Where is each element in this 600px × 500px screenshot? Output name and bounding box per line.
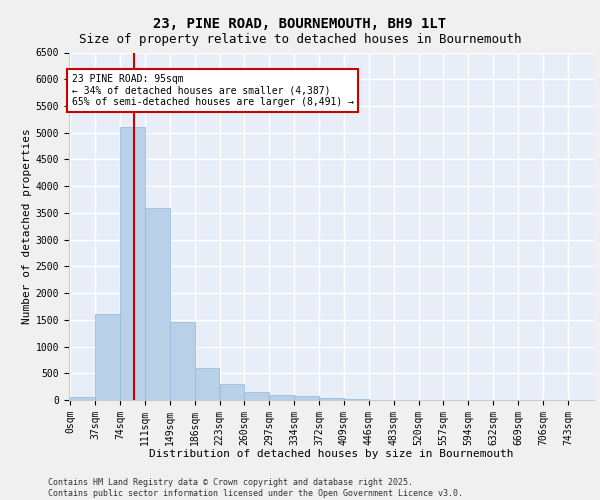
Bar — [95, 314, 120, 400]
X-axis label: Distribution of detached houses by size in Bournemouth: Distribution of detached houses by size … — [149, 449, 514, 459]
Text: 23 PINE ROAD: 95sqm
← 34% of detached houses are smaller (4,387)
65% of semi-det: 23 PINE ROAD: 95sqm ← 34% of detached ho… — [71, 74, 353, 107]
Text: Size of property relative to detached houses in Bournemouth: Size of property relative to detached ho… — [79, 32, 521, 46]
Bar — [269, 394, 294, 400]
Y-axis label: Number of detached properties: Number of detached properties — [22, 128, 32, 324]
Bar — [220, 384, 244, 400]
Bar — [170, 322, 194, 400]
Bar — [344, 399, 368, 400]
Bar — [145, 208, 170, 400]
Bar — [70, 398, 95, 400]
Text: Contains HM Land Registry data © Crown copyright and database right 2025.
Contai: Contains HM Land Registry data © Crown c… — [48, 478, 463, 498]
Bar — [120, 128, 145, 400]
Text: 23, PINE ROAD, BOURNEMOUTH, BH9 1LT: 23, PINE ROAD, BOURNEMOUTH, BH9 1LT — [154, 18, 446, 32]
Bar — [319, 398, 344, 400]
Bar — [194, 368, 220, 400]
Bar — [294, 396, 319, 400]
Bar — [244, 392, 269, 400]
